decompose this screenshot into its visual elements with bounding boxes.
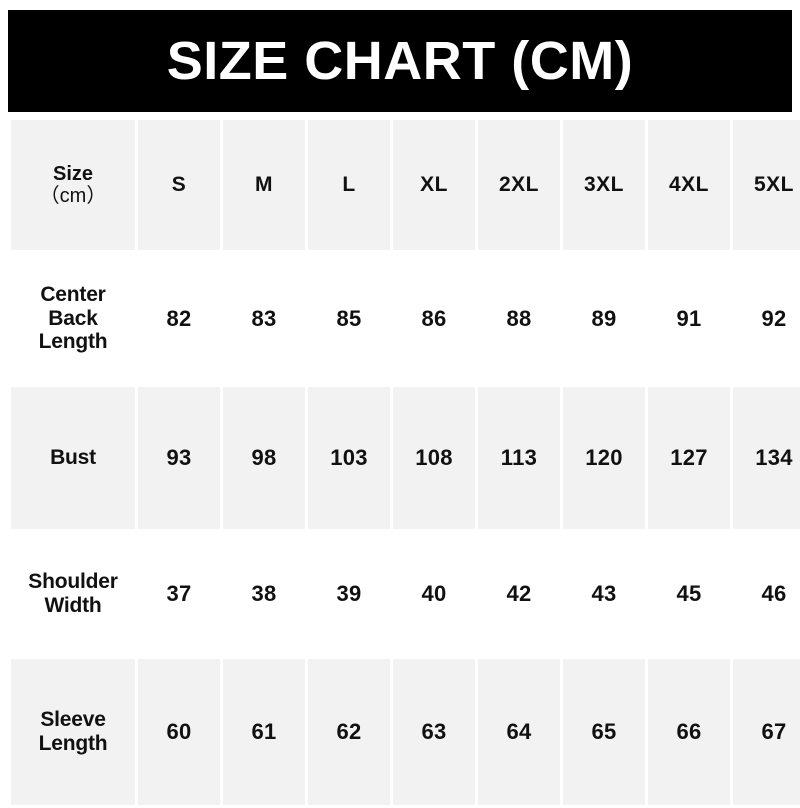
cell-value: 46 [733,532,800,656]
header-size-label: Size [52,162,94,185]
cell-value: 61 [223,659,305,805]
cell-value: 134 [733,387,800,529]
row-label-line: Length [38,732,108,755]
cell-value: 64 [478,659,560,805]
cell-value: 89 [563,253,645,384]
cell-value: 83 [223,253,305,384]
cell-value: 127 [648,387,730,529]
header-unit-label: （cm） [39,185,107,207]
row-label-center-back-length: Center Back Length [11,253,135,384]
cell-value: 39 [308,532,390,656]
table-row: Sleeve Length 60 61 62 63 64 65 66 67 [11,659,800,805]
cell-value: 60 [138,659,220,805]
header-cell-3xl: 3XL [563,120,645,250]
cell-value: 103 [308,387,390,529]
cell-value: 63 [393,659,475,805]
header-cell-l: L [308,120,390,250]
header-cell-m: M [223,120,305,250]
page-title: SIZE CHART (CM) [166,31,634,91]
cell-value: 91 [648,253,730,384]
row-label-line: Center [40,282,106,306]
table-row: Bust 93 98 103 108 113 120 127 134 [11,387,800,529]
row-label-line: Bust [50,446,96,470]
header-cell-s: S [138,120,220,250]
cell-value: 120 [563,387,645,529]
row-label-line: Length [38,330,108,354]
cell-value: 86 [393,253,475,384]
table-row: Shoulder Width 37 38 39 40 42 43 45 46 [11,532,800,656]
row-label-shoulder-width: Shoulder Width [11,532,135,656]
cell-value: 45 [648,532,730,656]
row-label-line: Sleeve [40,708,106,732]
header-cell-5xl: 5XL [733,120,800,250]
row-label-bust: Bust [11,387,135,529]
cell-value: 85 [308,253,390,384]
cell-value: 42 [478,532,560,656]
cell-value: 43 [563,532,645,656]
cell-value: 40 [393,532,475,656]
cell-value: 92 [733,253,800,384]
row-label-line: Back [48,306,98,330]
cell-value: 67 [733,659,800,805]
row-label-line: Width [44,594,102,617]
cell-value: 66 [648,659,730,805]
cell-value: 113 [478,387,560,529]
cell-value: 37 [138,532,220,656]
cell-value: 88 [478,253,560,384]
cell-value: 108 [393,387,475,529]
cell-value: 62 [308,659,390,805]
cell-value: 93 [138,387,220,529]
table-header-row: Size （cm） S M L XL 2XL 3XL 4XL 5XL [11,120,800,250]
header-cell-xl: XL [393,120,475,250]
cell-value: 82 [138,253,220,384]
cell-value: 98 [223,387,305,529]
header-cell-4xl: 4XL [648,120,730,250]
cell-value: 38 [223,532,305,656]
header-cell-size-unit: Size （cm） [11,120,135,250]
cell-value: 65 [563,659,645,805]
title-banner: SIZE CHART (CM) [8,10,792,112]
size-chart-table: Size （cm） S M L XL 2XL 3XL 4XL 5XL Cente… [8,117,800,808]
row-label-line: Shoulder [28,570,118,594]
row-label-sleeve-length: Sleeve Length [11,659,135,805]
header-cell-2xl: 2XL [478,120,560,250]
table-row: Center Back Length 82 83 85 86 88 89 91 … [11,253,800,384]
